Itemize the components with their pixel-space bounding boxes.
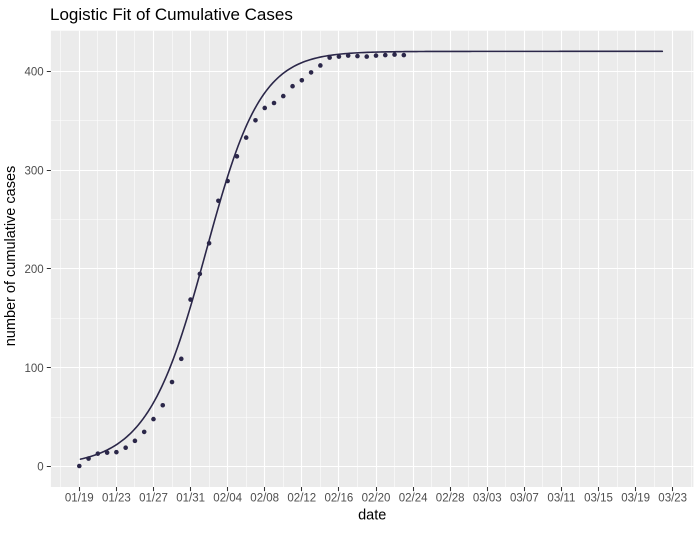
svg-text:01/19: 01/19 [65,493,94,505]
svg-text:02/24: 02/24 [399,493,428,505]
svg-text:02/08: 02/08 [250,493,279,505]
svg-text:01/23: 01/23 [102,493,131,505]
svg-text:100: 100 [25,363,44,375]
svg-text:03/07: 03/07 [510,493,539,505]
svg-text:03/23: 03/23 [658,493,687,505]
svg-text:0: 0 [37,462,43,474]
svg-text:02/16: 02/16 [325,493,354,505]
svg-text:03/03: 03/03 [473,493,502,505]
svg-text:02/20: 02/20 [362,493,391,505]
svg-text:03/19: 03/19 [621,493,650,505]
svg-text:400: 400 [25,67,44,79]
svg-text:300: 300 [25,165,44,177]
svg-text:200: 200 [25,264,44,276]
svg-text:Logistic Fit of Cumulative Cas: Logistic Fit of Cumulative Cases [50,5,293,24]
svg-text:02/04: 02/04 [213,493,242,505]
svg-text:03/15: 03/15 [584,493,613,505]
svg-text:01/27: 01/27 [139,493,168,505]
svg-text:03/11: 03/11 [547,493,575,505]
svg-text:01/31: 01/31 [176,493,205,505]
svg-text:02/28: 02/28 [436,493,465,505]
svg-text:date: date [358,508,386,524]
svg-text:number of cumulative cases: number of cumulative cases [3,166,19,347]
svg-text:02/12: 02/12 [287,493,316,505]
